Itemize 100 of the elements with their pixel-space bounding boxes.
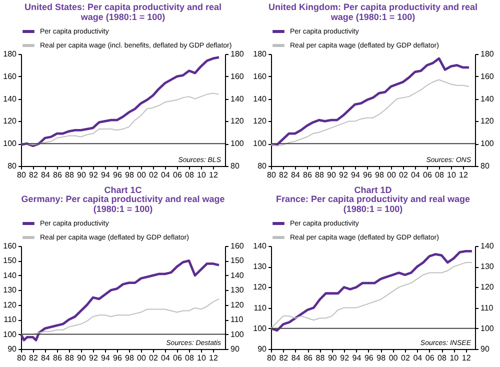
y2-tick-label: 120 [230, 300, 244, 310]
y2-tick-label: 140 [230, 270, 244, 280]
x-tick-label: 98 [125, 170, 134, 180]
y-tick-label: 120 [253, 116, 268, 126]
y2-tick-label: 90 [230, 344, 240, 354]
x-tick-label: 88 [65, 170, 74, 180]
y-tick-label: 160 [253, 72, 268, 81]
x-tick-label: 80 [17, 170, 26, 180]
y-tick-label: 110 [4, 315, 18, 324]
y-tick-label: 120 [253, 282, 268, 292]
x-tick-label: 84 [291, 354, 301, 362]
y2-tick-label: 150 [230, 256, 244, 266]
x-tick-label: 12 [209, 170, 218, 180]
x-tick-label: 98 [375, 170, 384, 180]
x-tick-label: 06 [425, 354, 435, 362]
x-tick-label: 94 [101, 354, 110, 362]
y2-tick-label: 80 [480, 162, 490, 170]
y-tick-label: 160 [3, 72, 18, 81]
y2-tick-label: 160 [230, 242, 244, 250]
x-tick-label: 96 [113, 170, 122, 180]
x-tick-label: 90 [77, 170, 86, 180]
x-tick-label: 92 [340, 354, 350, 362]
x-tick-label: 02 [149, 354, 158, 362]
y-tick-label: 150 [3, 256, 18, 266]
y-tick-label: 130 [3, 286, 18, 295]
y-tick-label: 100 [253, 139, 268, 148]
x-tick-label: 90 [328, 354, 338, 362]
x-tick-label: 04 [413, 354, 423, 362]
chart-title: United States: Per capita productivity and real wage (1980:1 = 100) [24, 2, 222, 22]
x-tick-label: 88 [316, 354, 326, 362]
y-tick-label: 180 [3, 50, 18, 58]
chart-subtitle: Germany: Per capita productivity and real wage (1980:1 = 100) [21, 194, 225, 214]
x-tick-label: 86 [53, 354, 62, 362]
x-tick-label: 12 [209, 354, 218, 362]
y2-tick-label: 120 [230, 116, 244, 126]
y-tick-label: 140 [253, 242, 268, 250]
y2-tick-label: 130 [230, 286, 244, 295]
y-tick-label: 120 [3, 116, 18, 126]
x-tick-label: 94 [351, 170, 360, 180]
y-tick-label: 140 [253, 94, 268, 104]
line-series [270, 262, 472, 329]
line-series [20, 260, 220, 342]
x-tick-label: 94 [352, 354, 362, 362]
x-tick-label: 08 [185, 170, 194, 180]
y-tick-label: 110 [254, 303, 268, 312]
x-tick-label: 86 [304, 354, 314, 362]
x-tick-label: 82 [279, 170, 288, 180]
x-tick-label: 04 [411, 170, 420, 180]
x-tick-label: 86 [53, 170, 62, 180]
x-tick-label: 80 [17, 354, 26, 362]
x-tick-label: 92 [339, 170, 348, 180]
x-tick-label: 96 [364, 354, 374, 362]
x-tick-label: 08 [438, 354, 448, 362]
line-series [270, 79, 470, 146]
y2-tick-label: 80 [230, 162, 240, 170]
x-tick-label: 92 [89, 170, 98, 180]
x-tick-label: 02 [399, 170, 408, 180]
y2-tick-label: 140 [230, 94, 244, 104]
y-tick-label: 80 [8, 162, 18, 170]
x-tick-label: 96 [363, 170, 372, 180]
y-tick-label: 100 [3, 139, 18, 148]
x-tick-label: 00 [137, 354, 146, 362]
x-tick-label: 00 [388, 354, 398, 362]
y2-tick-label: 130 [480, 262, 494, 272]
x-tick-label: 92 [89, 354, 98, 362]
y2-tick-label: 160 [230, 72, 244, 81]
x-tick-label: 10 [197, 354, 206, 362]
line-series [270, 57, 470, 146]
x-tick-label: 06 [423, 170, 432, 180]
y-tick-label: 140 [3, 270, 18, 280]
y-tick-label: 140 [3, 94, 18, 104]
x-tick-label: 80 [267, 354, 276, 362]
x-tick-label: 04 [161, 170, 170, 180]
x-tick-label: 06 [173, 354, 182, 362]
x-tick-label: 96 [113, 354, 122, 362]
x-tick-label: 80 [267, 170, 276, 180]
x-tick-label: 86 [303, 170, 312, 180]
y2-tick-label: 120 [480, 282, 494, 292]
x-tick-label: 08 [435, 170, 444, 180]
x-tick-label: 98 [125, 354, 134, 362]
x-tick-label: 84 [41, 170, 50, 180]
chart-title: United Kingdom: Per capita productivity and real wage (1980:1 = 100) [268, 2, 478, 22]
x-tick-label: 04 [161, 354, 170, 362]
line-series [270, 250, 474, 332]
y2-tick-label: 100 [480, 139, 494, 148]
x-tick-label: 10 [447, 170, 456, 180]
x-tick-label: 00 [387, 170, 396, 180]
y2-tick-label: 100 [480, 324, 494, 333]
x-tick-label: 02 [401, 354, 410, 362]
x-tick-label: 08 [185, 354, 194, 362]
x-tick-label: 12 [462, 354, 472, 362]
y-tick-label: 130 [253, 262, 268, 272]
y2-tick-label: 160 [480, 72, 494, 81]
y-tick-label: 80 [258, 162, 268, 170]
y-tick-label: 160 [3, 242, 18, 250]
x-tick-label: 06 [173, 170, 182, 180]
line-series [20, 56, 220, 148]
y2-tick-label: 110 [230, 315, 244, 324]
x-tick-label: 12 [459, 170, 468, 180]
x-tick-label: 82 [29, 170, 38, 180]
